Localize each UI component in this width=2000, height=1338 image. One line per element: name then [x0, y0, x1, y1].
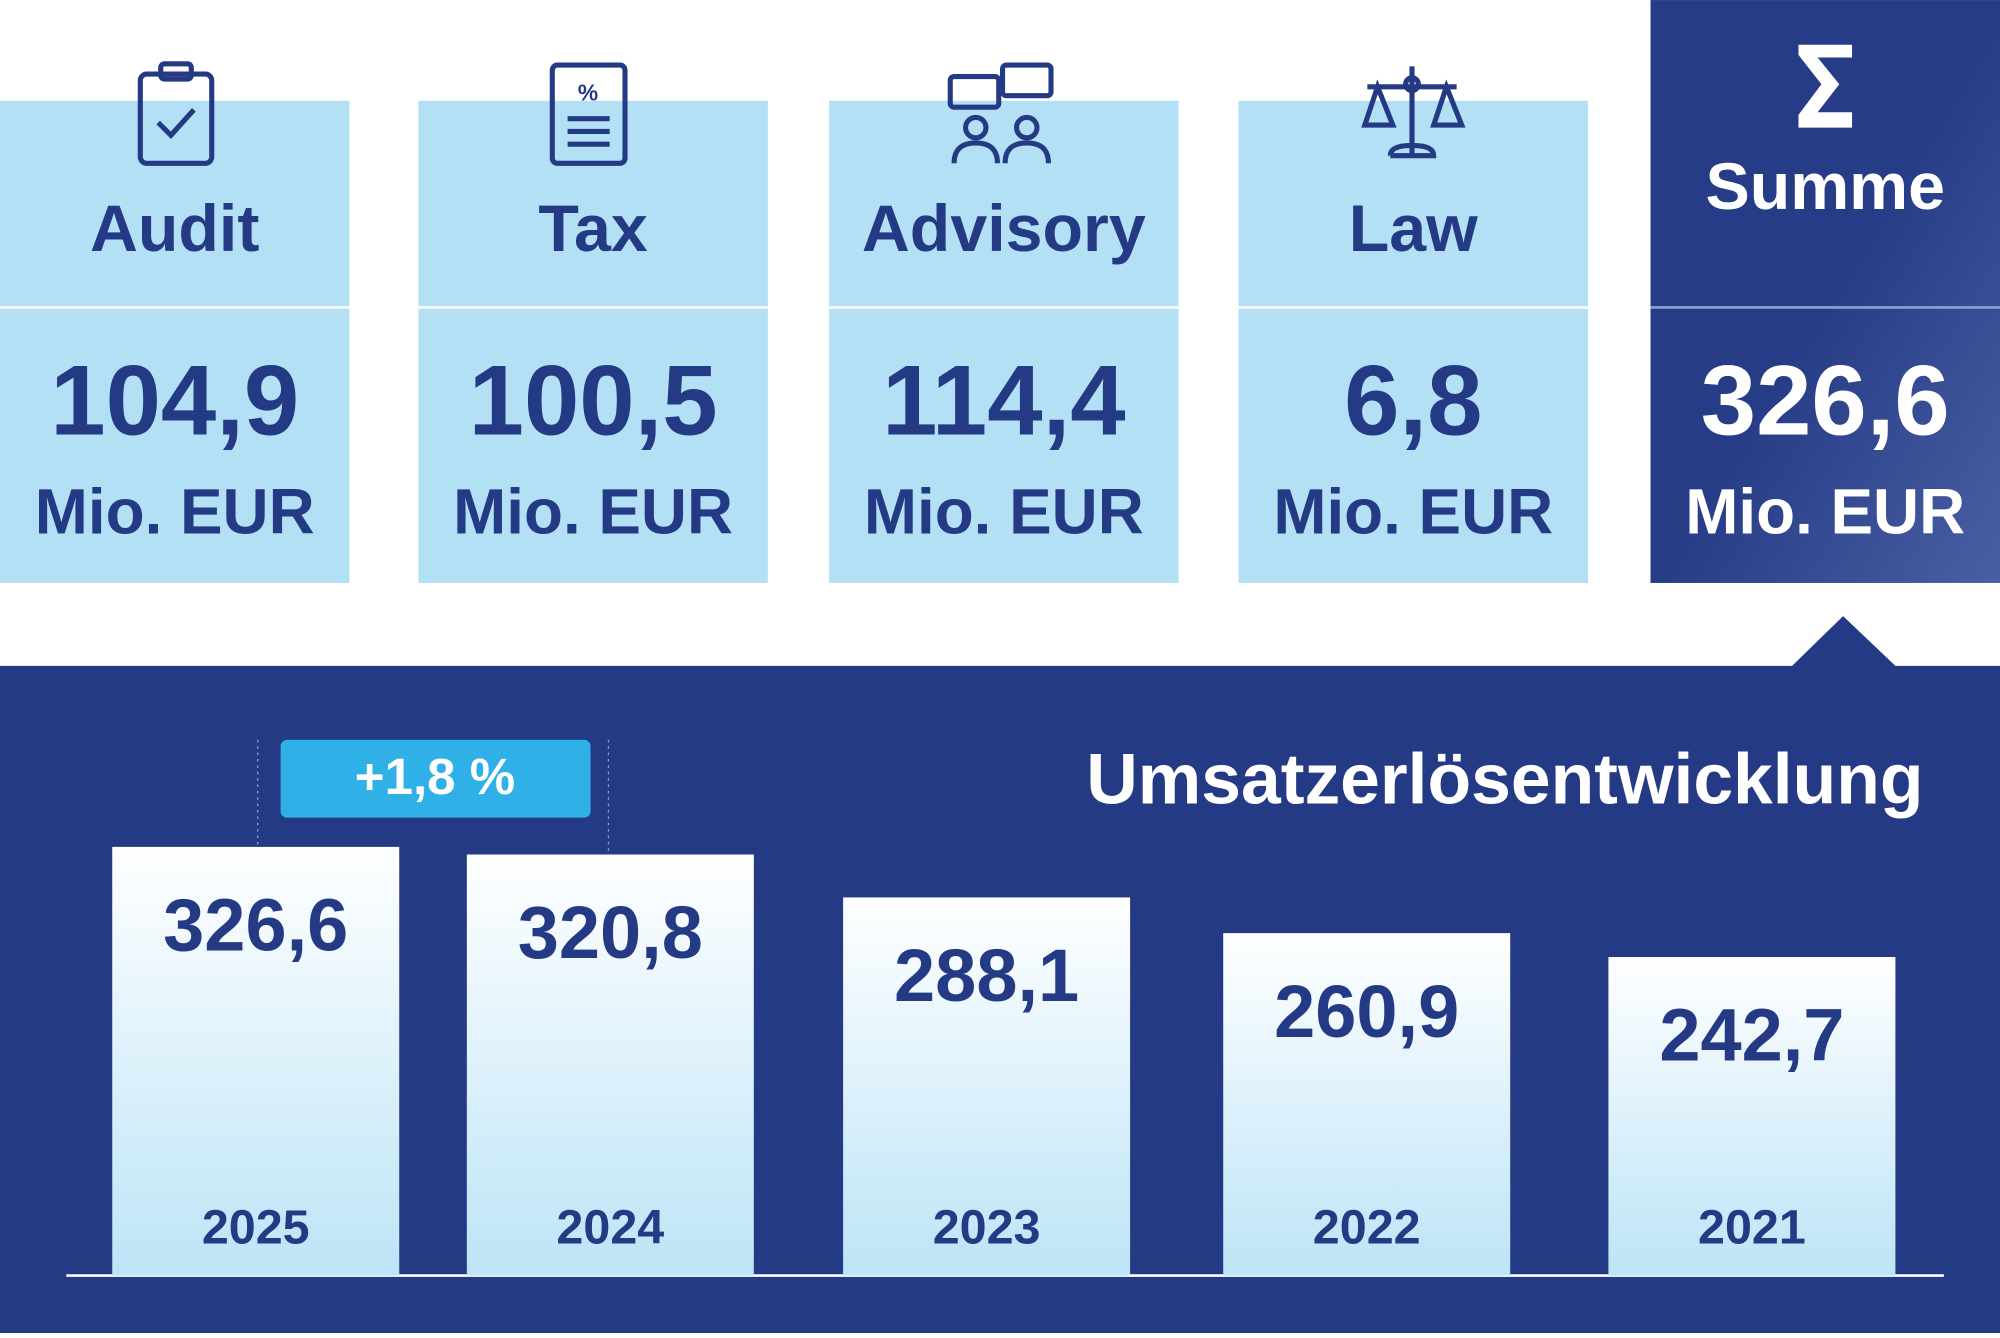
value-label: 288,1 [894, 934, 1079, 1017]
category-label: 2025 [202, 1201, 310, 1255]
card-unit: Mio. EUR [35, 475, 315, 547]
card-value: 100,5 [469, 345, 718, 456]
value-label: 242,7 [1659, 994, 1844, 1077]
card [0, 100, 350, 583]
bar [1223, 933, 1511, 1276]
svg-text:%: % [578, 79, 598, 105]
category-label: 2021 [1698, 1201, 1806, 1255]
card [829, 100, 1179, 583]
annotation-box [280, 739, 591, 818]
summary-value: 326,6 [1701, 345, 1950, 456]
category-label: 2022 [1313, 1201, 1421, 1255]
card-value: 114,4 [882, 345, 1125, 456]
card-label: Advisory [862, 192, 1146, 266]
bar [843, 897, 1131, 1276]
icons: % [137, 61, 1466, 166]
value-label: 320,8 [518, 891, 703, 974]
card [418, 100, 768, 583]
card [1238, 100, 1589, 583]
card-unit: Mio. EUR [453, 475, 733, 547]
category-label: 2024 [556, 1201, 664, 1255]
sigma-icon [1798, 44, 1853, 128]
annotation: +1,8 % [355, 748, 515, 805]
category-label: 2023 [933, 1201, 1041, 1255]
value-label: 326,6 [163, 884, 348, 967]
summary-unit: Mio. EUR [1685, 475, 1965, 547]
bar [112, 846, 400, 1276]
bar [466, 854, 754, 1276]
card-value: 104,9 [50, 345, 299, 456]
card-label: Audit [90, 192, 259, 266]
card-label: Tax [538, 192, 647, 266]
chart-title: Umsatzerlösentwicklung [1086, 739, 1923, 819]
summary-label: Summe [1705, 150, 1945, 224]
card-label: Law [1349, 192, 1478, 266]
card-unit: Mio. EUR [1273, 475, 1553, 547]
bar [1608, 957, 1896, 1276]
card-unit: Mio. EUR [864, 475, 1144, 547]
value-label: 260,9 [1274, 970, 1459, 1053]
card-value: 6,8 [1344, 345, 1482, 456]
